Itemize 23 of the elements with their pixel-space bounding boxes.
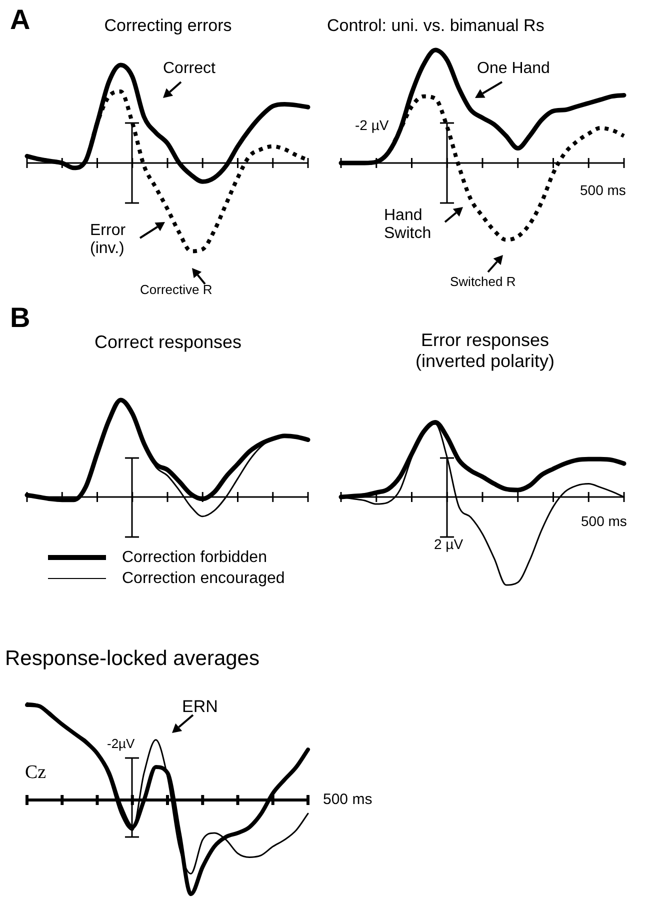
chart-title: Control: uni. vs. bimanual Rs <box>327 16 544 36</box>
annotation: One Hand <box>477 60 550 78</box>
text: 500 ms <box>323 791 372 808</box>
annotation: 500 ms <box>580 182 626 198</box>
annotation: -2 µV <box>355 117 389 134</box>
chart-title: Response-locked averages <box>5 647 260 672</box>
annotation: -2µV <box>107 736 135 752</box>
annotation: ERN <box>182 697 218 717</box>
annotation: 500 ms <box>581 513 627 530</box>
text: Corrective R <box>140 282 212 298</box>
text: Switched R <box>450 274 516 290</box>
chart-title: Correcting errors <box>104 16 232 35</box>
legend-label: Correction encouraged <box>122 570 285 588</box>
text: A <box>10 4 30 36</box>
annotation: Error (inv.) <box>90 222 126 259</box>
chart-title: Error responses (inverted polarity) <box>414 330 556 372</box>
annotation: 2 µV <box>434 536 464 552</box>
annotation: Cz <box>25 762 46 784</box>
text: B <box>10 302 30 334</box>
chart-title: Correct responses <box>93 332 243 353</box>
annotation: Correct <box>163 60 216 78</box>
annotation: Hand Switch <box>384 207 432 244</box>
legend-label: Correction forbidden <box>122 548 267 566</box>
